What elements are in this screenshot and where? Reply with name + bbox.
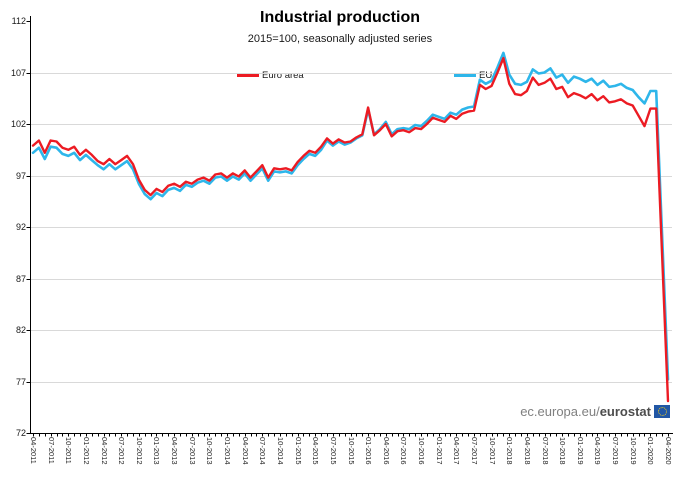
y-axis-label: 87	[15, 273, 26, 284]
x-axis-label: 10-2013	[205, 437, 215, 465]
x-axis-label: 04-2017	[452, 437, 462, 465]
x-axis-label: 04-2016	[381, 437, 391, 465]
x-axis-label: 01-2012	[81, 437, 91, 465]
x-axis-label: 07-2018	[540, 437, 550, 465]
x-axis-label: 04-2019	[593, 437, 603, 465]
x-axis-label: 07-2014	[258, 437, 268, 465]
y-axis-label: 107	[10, 67, 26, 78]
x-axis-label: 01-2020	[646, 437, 656, 465]
x-axis-label: 01-2016	[364, 437, 374, 465]
eu-flag-icon	[654, 405, 670, 418]
x-axis-label: 04-2012	[99, 437, 109, 465]
x-axis-label: 01-2015	[293, 437, 303, 465]
x-axis-label: 01-2019	[575, 437, 585, 465]
x-axis-label: 07-2016	[399, 437, 409, 465]
x-axis-label: 10-2012	[134, 437, 144, 465]
y-axis-label: 82	[15, 325, 26, 335]
x-axis-label: 01-2014	[223, 437, 233, 465]
x-axis-label: 07-2015	[328, 437, 338, 465]
euro-area-line-swatch	[237, 73, 259, 77]
series-line-euro-area	[31, 56, 670, 403]
legend-label-euro-area: Euro area	[262, 69, 304, 81]
eu-line-swatch	[454, 73, 476, 77]
x-axis-label: 01-2018	[505, 437, 515, 465]
x-axis-label: 07-2019	[611, 437, 621, 465]
x-axis-label: 07-2017	[469, 437, 479, 465]
y-axis-label: 72	[15, 428, 26, 438]
x-axis-label: 10-2018	[558, 437, 568, 465]
x-axis-label: 01-2013	[152, 437, 162, 465]
x-axis-label: 07-2011	[46, 437, 56, 464]
x-axis-label: 10-2015	[346, 437, 356, 465]
y-axis-label: 97	[15, 170, 26, 181]
legend-item-euro-area: Euro area	[237, 69, 304, 81]
y-axis-label: 102	[10, 119, 26, 129]
x-axis-label: 04-2020	[664, 437, 673, 465]
x-axis-label: 04-2013	[170, 437, 180, 465]
x-axis-label: 10-2019	[628, 437, 638, 465]
y-axis-label: 92	[15, 222, 26, 232]
x-axis-label: 01-2017	[434, 437, 444, 465]
eu-stars-circle	[657, 407, 667, 416]
y-axis-label: 112	[11, 16, 26, 26]
watermark-url-prefix: ec.europa.eu/	[520, 404, 600, 419]
x-axis-label: 10-2014	[275, 437, 285, 465]
legend-item-eu: EU	[454, 69, 493, 81]
y-axis-label: 77	[15, 376, 26, 387]
chart-subtitle: 2015=100, seasonally adjusted series	[247, 33, 433, 45]
watermark: ec.europa.eu/eurostat	[520, 404, 670, 419]
x-axis-label: 10-2017	[487, 437, 497, 465]
x-axis-label: 04-2015	[311, 437, 321, 465]
legend-label-eu: EU	[479, 69, 493, 81]
x-axis-label: 10-2016	[417, 437, 427, 465]
x-axis-label: 04-2011	[29, 437, 38, 464]
watermark-brand: eurostat	[599, 404, 651, 419]
page-title: Industrial production	[260, 9, 420, 26]
x-axis-label: 04-2018	[522, 437, 532, 465]
x-axis-label: 07-2013	[187, 437, 197, 465]
x-axis-label: 04-2014	[240, 437, 250, 465]
x-axis-label: 07-2012	[117, 437, 127, 465]
x-axis-label: 10-2011	[64, 437, 74, 464]
